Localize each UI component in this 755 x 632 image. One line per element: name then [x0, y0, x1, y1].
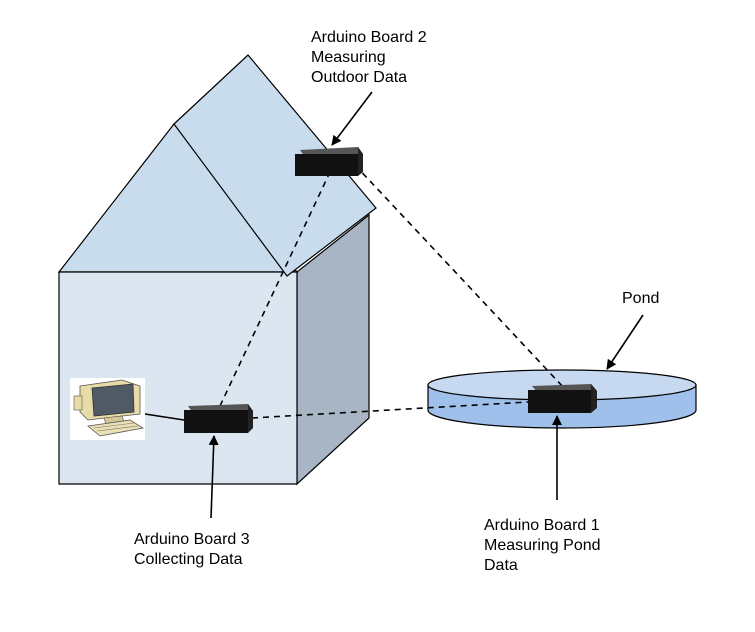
arrow-to-pond [606, 314, 644, 370]
arduino-board-3 [184, 404, 253, 433]
board1-label-line3: Data [484, 557, 518, 574]
board2-label-line1: Arduino Board 2 [311, 29, 427, 46]
computer-cable [144, 413, 185, 421]
arrow-to-board3 [208, 435, 219, 519]
board1-label-line2: Measuring Pond [484, 537, 601, 554]
board3-label-line2: Collecting Data [134, 551, 243, 568]
board2-label-line2: Measuring [311, 49, 386, 66]
computer-icon [70, 378, 145, 440]
board2-label: Arduino Board 2 Measuring Outdoor Data [311, 28, 427, 88]
wireless-links [219, 164, 566, 419]
link-board2-board1 [354, 164, 566, 390]
arrow-to-board2 [331, 91, 373, 146]
arduino-board-2 [295, 147, 363, 176]
board1-label: Arduino Board 1 Measuring Pond Data [484, 516, 601, 576]
board2-label-line3: Outdoor Data [311, 69, 408, 86]
board3-label-line1: Arduino Board 3 [134, 531, 250, 548]
arduino-board-1 [528, 384, 597, 413]
pond-label: Pond [622, 290, 660, 307]
house-roof [173, 54, 377, 277]
link-board3-board1 [251, 401, 529, 419]
board3-label: Arduino Board 3 Collecting Data [134, 530, 250, 570]
label-arrows [208, 91, 644, 519]
board1-label-line1: Arduino Board 1 [484, 517, 600, 534]
